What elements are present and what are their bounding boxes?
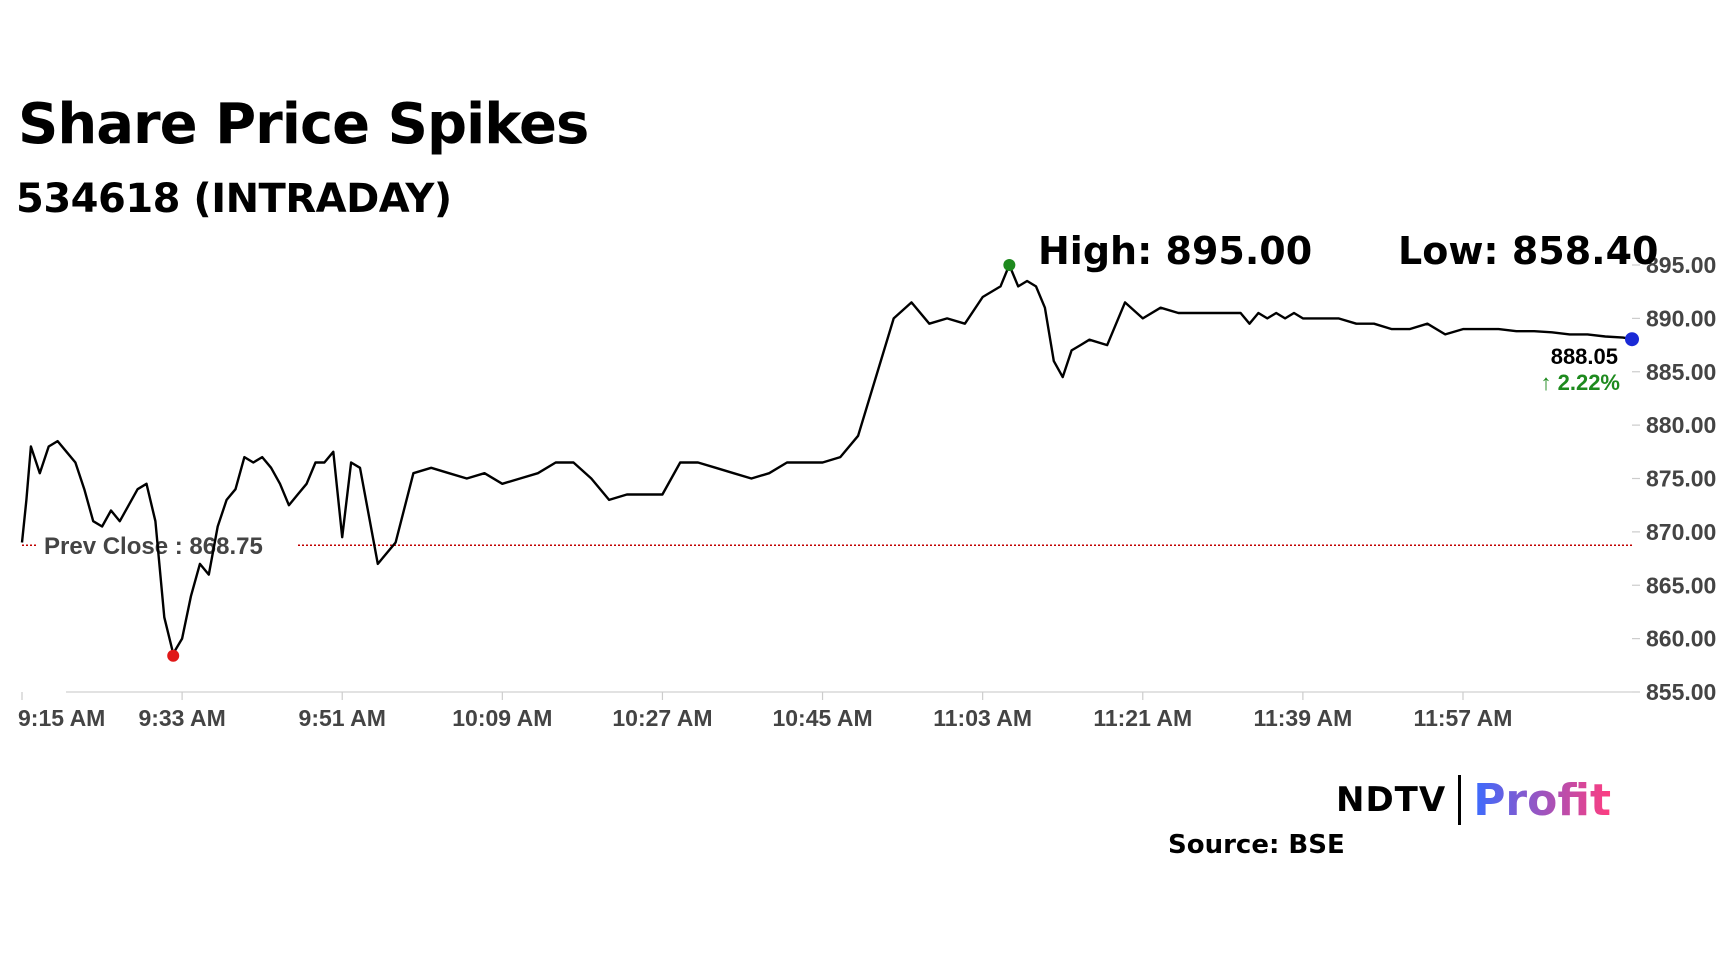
last-price-label: 888.05 — [1551, 344, 1618, 369]
high-label: High: 895.00 — [1038, 229, 1312, 273]
x-tick-label: 11:03 AM — [933, 705, 1032, 731]
x-tick-label: 10:09 AM — [452, 705, 552, 731]
x-tick-label: 11:21 AM — [1093, 705, 1192, 731]
x-tick-label: 9:33 AM — [138, 705, 225, 731]
prev-close-label: Prev Close : 868.75 — [44, 533, 263, 560]
source-note: Source: BSE — [1168, 830, 1345, 860]
low-marker — [167, 649, 180, 662]
x-tick-label: 11:57 AM — [1414, 705, 1513, 731]
x-tick-label: 10:45 AM — [772, 705, 872, 731]
high-marker — [1003, 259, 1016, 271]
chart-title: Share Price Spikes — [18, 92, 589, 157]
low-label: Low: 858.40 — [1398, 229, 1659, 273]
logo-divider — [1458, 775, 1462, 825]
chart-subtitle: 534618 (INTRADAY) — [16, 176, 452, 222]
y-tick-label: 860.00 — [1646, 626, 1716, 652]
y-tick-label: 880.00 — [1646, 412, 1716, 438]
axes-group: 855.00 860.00 865.00 870.00 875.00 880.00 885.… — [18, 252, 1716, 731]
x-tick-label: 10:27 AM — [612, 705, 712, 731]
last-price-marker — [1625, 332, 1639, 347]
y-tick-label: 895.00 — [1646, 252, 1716, 278]
profit-wordmark: Profit — [1473, 774, 1612, 826]
x-tick-label: 9:15 AM — [18, 705, 105, 731]
y-tick-label: 890.00 — [1646, 305, 1716, 331]
y-tick-label: 885.00 — [1646, 359, 1716, 385]
ndtv-profit-logo: NDTV Profit — [1336, 772, 1611, 828]
ndtv-wordmark: NDTV — [1336, 780, 1447, 820]
x-tick-label: 11:39 AM — [1253, 705, 1352, 731]
y-tick-label: 875.00 — [1646, 466, 1716, 492]
price-series-line — [20, 263, 1633, 655]
x-tick-label: 9:51 AM — [299, 705, 386, 731]
y-tick-label: 865.00 — [1646, 572, 1716, 598]
y-tick-label: 870.00 — [1646, 519, 1716, 545]
y-tick-label: 855.00 — [1646, 679, 1716, 705]
prev-close-label-bg — [38, 532, 296, 559]
change-percent-label: ↑ 2.22% — [1541, 370, 1621, 395]
